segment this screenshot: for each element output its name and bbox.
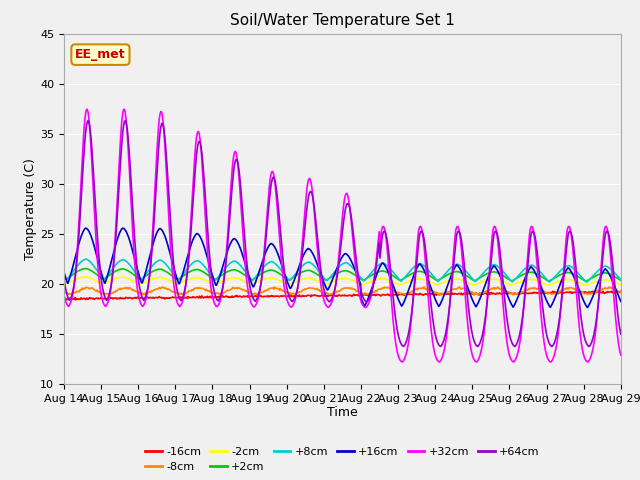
-16cm [185, 295, 193, 300]
+2cm [70, 271, 78, 276]
-16cm [60, 296, 68, 302]
-2cm [82, 274, 90, 280]
+32cm [70, 283, 78, 288]
+16cm [617, 299, 625, 304]
Legend: -16cm, -8cm, -2cm, +2cm, +8cm, +16cm, +32cm, +64cm: -16cm, -8cm, -2cm, +2cm, +8cm, +16cm, +3… [141, 442, 544, 477]
+64cm [128, 196, 136, 202]
-8cm [428, 287, 435, 293]
+32cm [214, 302, 222, 308]
+8cm [617, 276, 625, 282]
-16cm [411, 292, 419, 298]
+8cm [60, 273, 68, 279]
+8cm [214, 275, 222, 280]
+8cm [128, 265, 136, 271]
-2cm [617, 282, 625, 288]
-16cm [70, 297, 78, 302]
+64cm [122, 118, 129, 123]
+2cm [617, 277, 625, 283]
+16cm [411, 270, 419, 276]
+32cm [473, 359, 481, 365]
+32cm [411, 273, 419, 279]
+2cm [185, 269, 193, 275]
-2cm [185, 276, 193, 282]
Line: -2cm: -2cm [64, 277, 621, 286]
-16cm [72, 297, 79, 303]
-16cm [128, 296, 136, 302]
+64cm [214, 298, 222, 304]
+16cm [428, 286, 435, 291]
+2cm [428, 274, 435, 279]
+8cm [428, 271, 435, 276]
Line: +32cm: +32cm [64, 109, 621, 362]
-2cm [428, 280, 435, 286]
-8cm [214, 290, 221, 296]
+8cm [185, 264, 193, 270]
-8cm [436, 292, 444, 298]
+64cm [585, 344, 593, 349]
-8cm [70, 290, 78, 296]
+32cm [83, 107, 91, 112]
+16cm [82, 225, 90, 231]
+64cm [70, 282, 78, 288]
-8cm [420, 284, 428, 290]
+64cm [411, 280, 419, 286]
Line: +8cm: +8cm [64, 259, 621, 282]
+2cm [582, 278, 590, 284]
-8cm [617, 290, 625, 296]
+32cm [617, 352, 625, 358]
-2cm [214, 280, 222, 286]
-2cm [581, 283, 589, 288]
+64cm [185, 257, 193, 263]
Line: -8cm: -8cm [64, 287, 621, 295]
-16cm [214, 294, 222, 300]
-16cm [428, 291, 435, 297]
+16cm [128, 246, 136, 252]
+64cm [428, 302, 435, 308]
Line: +16cm: +16cm [64, 228, 621, 308]
+2cm [128, 271, 136, 276]
-16cm [617, 288, 625, 294]
-8cm [410, 287, 418, 293]
-16cm [593, 288, 600, 294]
+32cm [128, 220, 136, 226]
+32cm [185, 251, 193, 257]
-8cm [184, 289, 192, 295]
+16cm [214, 278, 222, 284]
Text: EE_met: EE_met [75, 48, 126, 61]
+2cm [214, 275, 222, 281]
-2cm [411, 276, 419, 282]
-2cm [70, 277, 78, 283]
Line: +64cm: +64cm [64, 120, 621, 347]
+2cm [82, 266, 90, 272]
+8cm [583, 279, 591, 285]
Title: Soil/Water Temperature Set 1: Soil/Water Temperature Set 1 [230, 13, 455, 28]
-8cm [60, 289, 68, 295]
X-axis label: Time: Time [327, 407, 358, 420]
-2cm [128, 277, 136, 283]
+2cm [411, 269, 419, 275]
+8cm [70, 267, 78, 273]
+16cm [60, 269, 68, 275]
+2cm [60, 275, 68, 281]
-8cm [127, 287, 135, 292]
+16cm [70, 259, 78, 265]
+8cm [411, 264, 419, 269]
+16cm [584, 305, 591, 311]
Y-axis label: Temperature (C): Temperature (C) [24, 158, 37, 260]
+16cm [185, 250, 193, 255]
+8cm [83, 256, 90, 262]
Line: +2cm: +2cm [64, 269, 621, 281]
+32cm [60, 291, 68, 297]
Line: -16cm: -16cm [64, 291, 621, 300]
-2cm [60, 280, 68, 286]
+64cm [60, 276, 68, 281]
+64cm [617, 331, 625, 337]
+32cm [428, 326, 435, 332]
